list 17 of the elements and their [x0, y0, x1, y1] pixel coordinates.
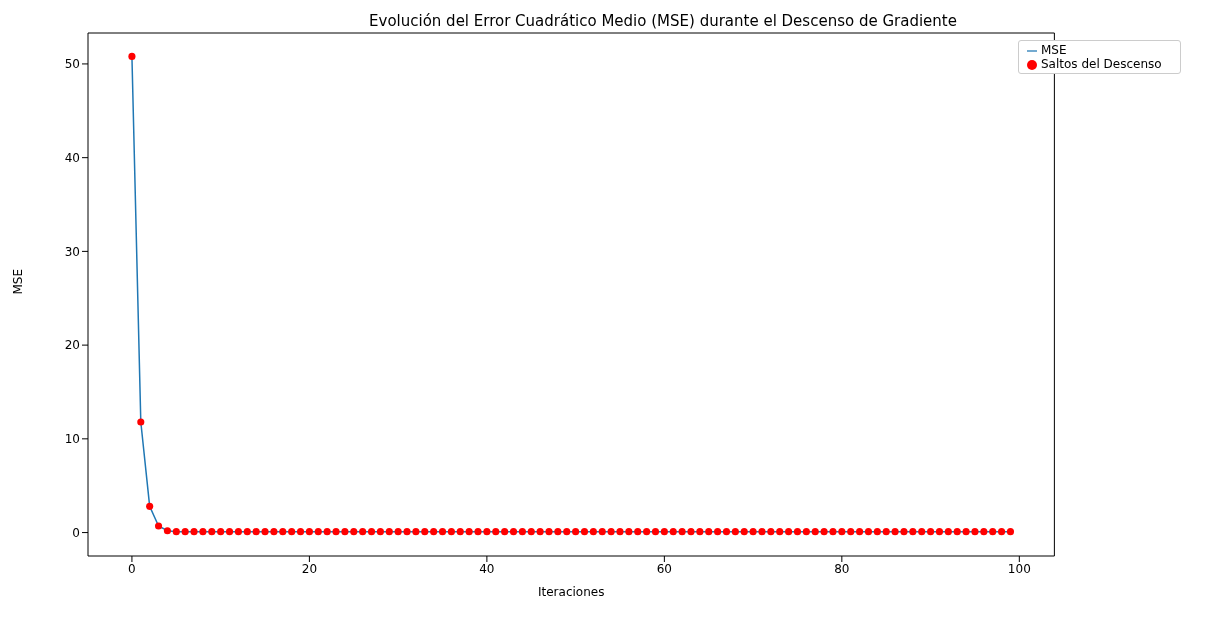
y-tick-label: 40 — [64, 150, 80, 165]
x-tick-label: 40 — [479, 561, 495, 576]
x-tick-label: 80 — [834, 561, 850, 576]
x-axis-title: Iteraciones — [537, 585, 605, 599]
y-tick-label: 0 — [72, 525, 80, 540]
x-tick-label: 0 — [128, 561, 136, 576]
legend-label: Saltos del Descenso — [1041, 57, 1162, 71]
x-tick-label: 100 — [1007, 561, 1031, 576]
legend-label: MSE — [1041, 43, 1067, 57]
y-tick-label: 50 — [64, 57, 80, 72]
y-tick-label: 20 — [64, 338, 80, 353]
x-tick-label: 60 — [656, 561, 672, 576]
y-tick-label: 10 — [64, 432, 80, 447]
y-axis-title: MSE — [11, 268, 26, 295]
chart-title: Evolución del Error Cuadrático Medio (MSE) durante el Descenso de Gradiente — [369, 12, 957, 30]
y-tick-label: 30 — [64, 244, 80, 259]
x-tick-label: 20 — [301, 561, 318, 576]
